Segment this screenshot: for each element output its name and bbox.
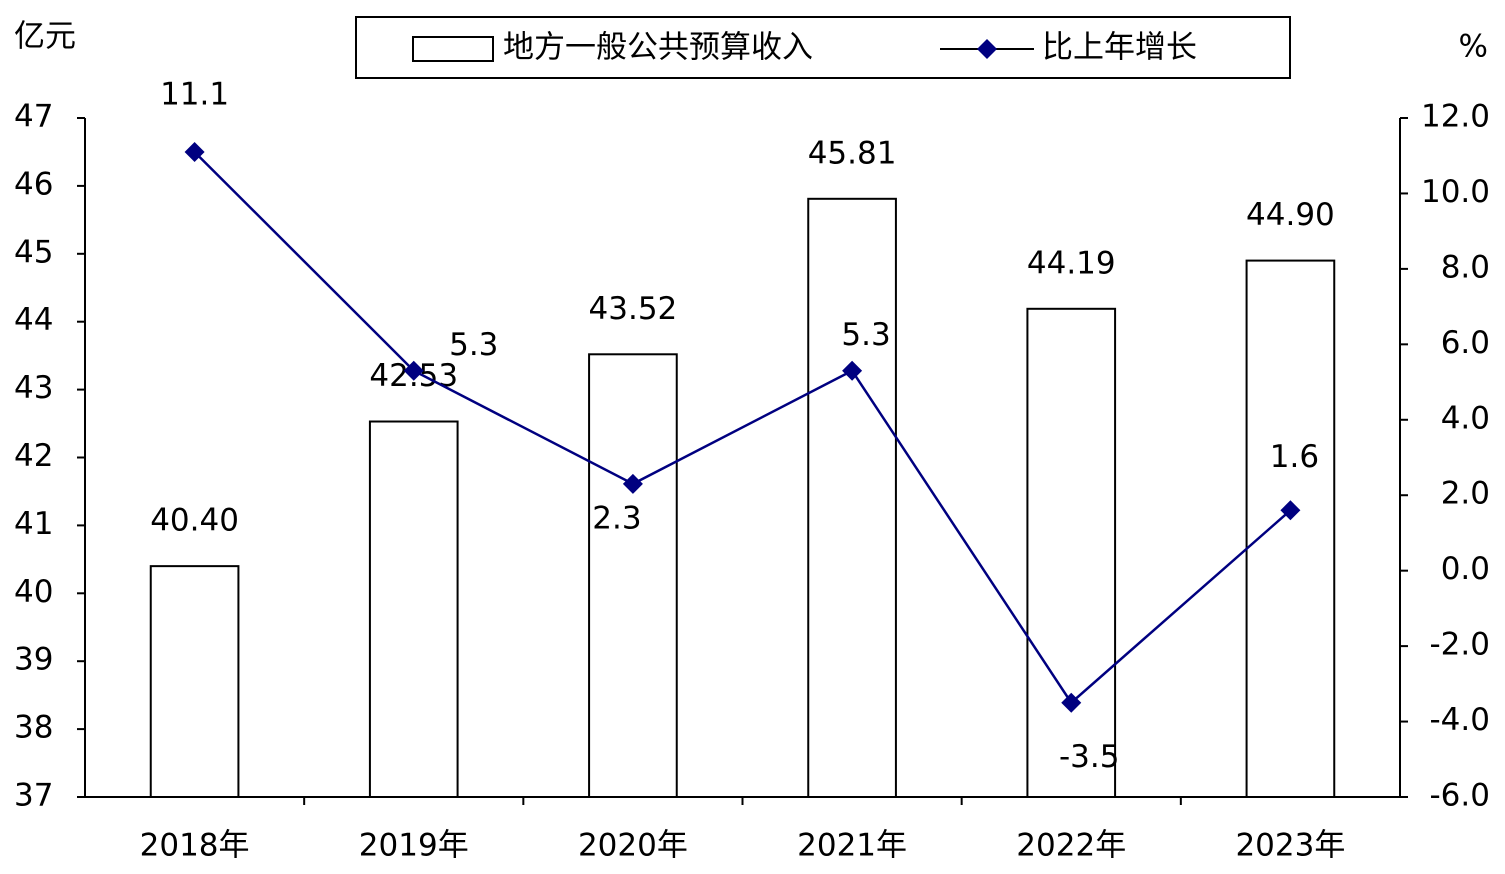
x-tick-label: 2021年 xyxy=(797,828,907,864)
line-marker xyxy=(622,473,643,494)
y-tick-label: 42 xyxy=(14,438,53,474)
bar xyxy=(149,565,240,799)
legend-swatch xyxy=(412,36,494,62)
bar-value-label: 45.81 xyxy=(808,135,897,171)
y2-tick-label: -6.0 xyxy=(1430,778,1491,814)
line-marker xyxy=(1280,500,1301,521)
legend-label: 比上年增长 xyxy=(1042,30,1197,66)
y-tick-label: 40 xyxy=(14,574,53,610)
bar-value-label: 43.52 xyxy=(589,291,678,327)
y-tick-label: 39 xyxy=(14,642,53,678)
line xyxy=(193,151,1292,705)
x-tick-label: 2018年 xyxy=(140,828,250,864)
y-tick-label: 37 xyxy=(14,778,53,814)
y-tick-label: 44 xyxy=(14,302,53,338)
line-value-label: 5.3 xyxy=(841,317,890,353)
y2-tick-label: 10.0 xyxy=(1421,174,1490,210)
x-tick-label: 2020年 xyxy=(578,828,688,864)
y-tick-label: 47 xyxy=(14,99,53,135)
y-tick-label: 45 xyxy=(14,234,53,270)
bar xyxy=(1245,259,1336,798)
y-tick-label: 46 xyxy=(14,166,53,202)
line-marker xyxy=(1061,692,1082,713)
line-marker xyxy=(403,360,424,381)
bar-value-label: 40.40 xyxy=(150,503,239,539)
y-axis-label: 亿元 xyxy=(14,19,76,55)
y-tick-label: 41 xyxy=(14,506,53,542)
legend-marker xyxy=(977,39,997,59)
bar xyxy=(807,197,897,798)
y2-tick-label: 2.0 xyxy=(1441,476,1490,512)
bar xyxy=(588,353,678,798)
line-value-label: 11.1 xyxy=(160,76,229,112)
line-value-label: 2.3 xyxy=(592,500,641,536)
legend-label: 地方一般公共预算收入 xyxy=(503,30,813,66)
y2-axis-label: % xyxy=(1459,29,1488,65)
line-marker xyxy=(184,141,205,162)
y2-tick-label: 0.0 xyxy=(1441,551,1490,587)
y2-tick-label: 6.0 xyxy=(1441,325,1490,361)
bar-value-label: 44.90 xyxy=(1246,197,1335,233)
bar xyxy=(1026,307,1117,798)
y-tick-label: 38 xyxy=(14,710,53,746)
x-tick-label: 2023年 xyxy=(1235,828,1345,864)
line-value-label: -3.5 xyxy=(1059,739,1120,775)
bar-value-label: 44.19 xyxy=(1027,245,1116,281)
line-value-label: 1.6 xyxy=(1270,439,1319,475)
y2-tick-label: 8.0 xyxy=(1441,249,1490,285)
line-marker xyxy=(842,360,863,381)
y2-tick-label: 12.0 xyxy=(1421,99,1490,135)
line-value-label: 5.3 xyxy=(449,327,498,363)
bar xyxy=(368,420,459,798)
y-tick-label: 43 xyxy=(14,370,53,406)
x-tick-label: 2022年 xyxy=(1016,828,1126,864)
x-tick-label: 2019年 xyxy=(359,828,469,864)
y2-tick-label: 4.0 xyxy=(1441,400,1490,436)
y2-tick-label: -4.0 xyxy=(1430,702,1491,738)
y2-tick-label: -2.0 xyxy=(1430,627,1491,663)
legend-box xyxy=(355,16,1291,79)
